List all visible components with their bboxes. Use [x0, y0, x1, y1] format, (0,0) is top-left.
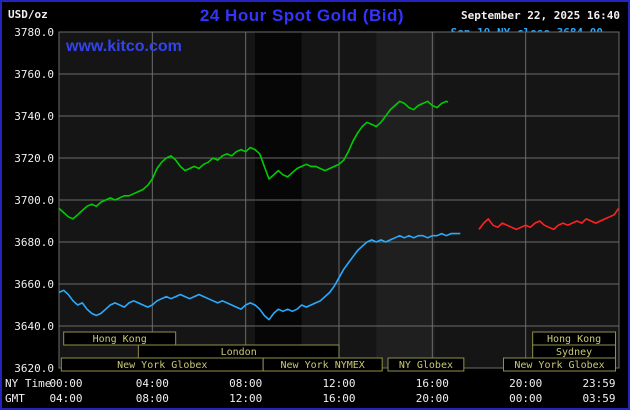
x-axis-name: NY Time [5, 377, 51, 390]
session-label: New York Globex [117, 360, 207, 371]
x-tick-label: 12:00 [322, 377, 355, 390]
x-tick-label: 04:00 [49, 392, 82, 405]
x-tick-label: 08:00 [229, 377, 262, 390]
session-box [262, 357, 383, 372]
y-tick-label: 3780.0 [14, 26, 54, 39]
x-tick-label: 00:00 [509, 392, 542, 405]
y-tick-label: 3760.0 [14, 68, 54, 81]
x-tick-label: 03:59 [582, 392, 615, 405]
series-sep-22-last [58, 100, 449, 220]
y-tick-label: 3640.0 [14, 320, 54, 333]
session-label: New York NYMEX [281, 360, 365, 371]
x-tick-label: 00:00 [49, 377, 82, 390]
series-sep-19-ny-close [58, 232, 461, 321]
session-label: NY Globex [399, 360, 453, 371]
x-tick-label: 16:00 [322, 392, 355, 405]
x-tick-label: 20:00 [416, 392, 449, 405]
y-tick-label: 3700.0 [14, 194, 54, 207]
y-tick-label: 3660.0 [14, 278, 54, 291]
session-box [503, 357, 616, 372]
x-tick-label: 16:00 [416, 377, 449, 390]
x-axis-name: GMT [5, 392, 25, 405]
session-label: London [221, 347, 257, 358]
session-label: Hong Kong [547, 334, 601, 345]
x-tick-label: 12:00 [229, 392, 262, 405]
chart-title: 24 Hour Spot Gold (Bid) [199, 6, 405, 25]
session-box [63, 331, 177, 346]
session-label: New York Globex [514, 360, 604, 371]
x-tick-label: 08:00 [136, 392, 169, 405]
x-tick-label: 04:00 [136, 377, 169, 390]
session-box [387, 357, 465, 372]
y-tick-label: 3740.0 [14, 110, 54, 123]
chart-datetime-label: September 22, 2025 16:40 [461, 9, 620, 22]
y-tick-label: 3620.0 [14, 362, 54, 375]
series-sep-21-sunday [478, 207, 620, 231]
y-tick-label: 3720.0 [14, 152, 54, 165]
x-tick-label: 23:59 [582, 377, 615, 390]
kitco-watermark-link[interactable]: www.kitco.com [66, 38, 182, 55]
y-axis-units-label: USD/oz [8, 8, 48, 21]
x-tick-label: 20:00 [509, 377, 542, 390]
session-label: Hong Kong [93, 334, 147, 345]
session-label: Sydney [556, 347, 592, 358]
y-tick-label: 3680.0 [14, 236, 54, 249]
